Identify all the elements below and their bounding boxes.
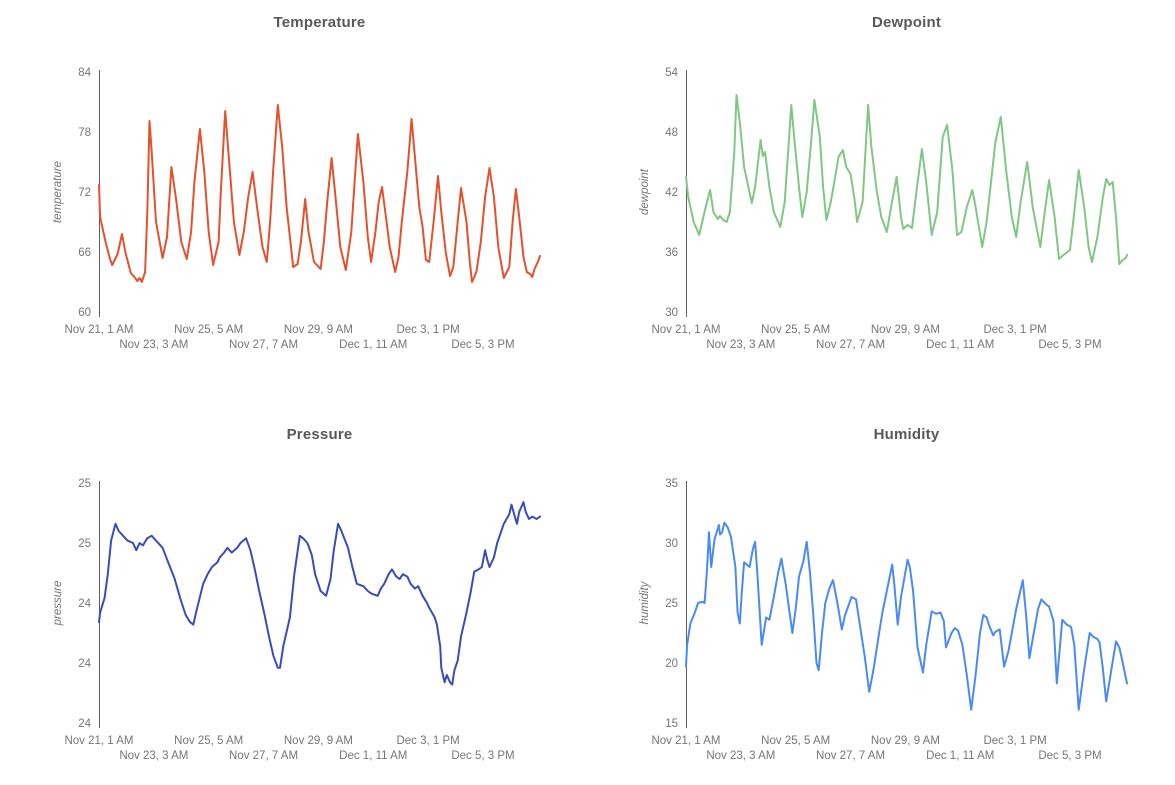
chart-humidity: Humidity 35 30 25 20 15 humidity Nov 21, 1 AM N… xyxy=(587,392,1174,784)
svg-text:84: 84 xyxy=(78,67,91,79)
chart-temperature: Temperature 84 78 72 66 60 temperature Nov 21,… xyxy=(0,0,587,392)
svg-text:Nov 23, 3 AM: Nov 23, 3 AM xyxy=(706,750,775,762)
svg-text:Nov 27, 7 AM: Nov 27, 7 AM xyxy=(816,339,885,351)
svg-text:Nov 21, 1 AM: Nov 21, 1 AM xyxy=(651,324,720,336)
svg-text:Nov 25, 5 AM: Nov 25, 5 AM xyxy=(174,735,243,747)
svg-text:25: 25 xyxy=(78,538,91,550)
svg-text:Dec 5, 3 PM: Dec 5, 3 PM xyxy=(451,750,514,762)
svg-text:Dec 1, 11 AM: Dec 1, 11 AM xyxy=(339,339,407,351)
svg-text:Nov 29, 9 AM: Nov 29, 9 AM xyxy=(284,324,353,336)
humidity-line-plot: 35 30 25 20 15 humidity Nov 21, 1 AM Nov 23, 3 … xyxy=(639,478,1128,762)
svg-text:dewpoint: dewpoint xyxy=(639,168,651,215)
svg-text:48: 48 xyxy=(665,127,678,139)
svg-text:Dec 5, 3 PM: Dec 5, 3 PM xyxy=(451,339,514,351)
svg-text:Dec 1, 11 AM: Dec 1, 11 AM xyxy=(339,750,407,762)
svg-text:24: 24 xyxy=(78,658,91,670)
svg-text:25: 25 xyxy=(78,478,91,490)
svg-text:15: 15 xyxy=(665,718,678,730)
svg-text:78: 78 xyxy=(78,127,91,139)
chart-title-humidity: Humidity xyxy=(873,426,940,443)
svg-text:Dec 5, 3 PM: Dec 5, 3 PM xyxy=(1038,750,1101,762)
svg-text:30: 30 xyxy=(665,538,678,550)
svg-text:Dec 3, 1 PM: Dec 3, 1 PM xyxy=(396,324,459,336)
svg-text:42: 42 xyxy=(665,187,678,199)
svg-text:Nov 29, 9 AM: Nov 29, 9 AM xyxy=(284,735,353,747)
svg-text:Nov 25, 5 AM: Nov 25, 5 AM xyxy=(174,324,243,336)
svg-text:humidity: humidity xyxy=(639,580,651,624)
svg-text:Dec 3, 1 PM: Dec 3, 1 PM xyxy=(983,735,1046,747)
svg-text:Nov 23, 3 AM: Nov 23, 3 AM xyxy=(119,750,188,762)
svg-text:72: 72 xyxy=(78,187,91,199)
pressure-line-plot: 25 25 24 24 24 pressure Nov 21, 1 AM Nov 23, 3 … xyxy=(52,478,541,762)
chart-pressure: Pressure 25 25 24 24 24 pressure Nov 21, 1 AM N… xyxy=(0,392,587,784)
svg-text:24: 24 xyxy=(78,718,91,730)
svg-text:Nov 21, 1 AM: Nov 21, 1 AM xyxy=(651,735,720,747)
svg-text:66: 66 xyxy=(78,247,91,259)
svg-text:Nov 27, 7 AM: Nov 27, 7 AM xyxy=(229,339,298,351)
svg-text:Dec 3, 1 PM: Dec 3, 1 PM xyxy=(396,735,459,747)
chart-title-temperature: Temperature xyxy=(273,14,366,31)
chart-dewpoint: Dewpoint 54 48 42 36 30 dewpoint Nov 21, 1 AM N… xyxy=(587,0,1174,392)
svg-text:Nov 21, 1 AM: Nov 21, 1 AM xyxy=(64,735,133,747)
svg-text:temperature: temperature xyxy=(52,161,64,223)
svg-text:60: 60 xyxy=(78,307,91,319)
svg-text:30: 30 xyxy=(665,307,678,319)
svg-text:Dec 3, 1 PM: Dec 3, 1 PM xyxy=(983,324,1046,336)
chart-title-pressure: Pressure xyxy=(286,426,353,443)
svg-text:Nov 27, 7 AM: Nov 27, 7 AM xyxy=(229,750,298,762)
svg-text:Dec 1, 11 AM: Dec 1, 11 AM xyxy=(926,339,994,351)
svg-text:Nov 21, 1 AM: Nov 21, 1 AM xyxy=(64,324,133,336)
svg-text:Nov 29, 9 AM: Nov 29, 9 AM xyxy=(871,324,940,336)
svg-text:Dec 1, 11 AM: Dec 1, 11 AM xyxy=(926,750,994,762)
svg-text:Dec 5, 3 PM: Dec 5, 3 PM xyxy=(1038,339,1101,351)
svg-text:24: 24 xyxy=(78,598,91,610)
svg-text:pressure: pressure xyxy=(52,581,64,627)
svg-text:Nov 23, 3 AM: Nov 23, 3 AM xyxy=(706,339,775,351)
svg-text:25: 25 xyxy=(665,598,678,610)
svg-text:Nov 29, 9 AM: Nov 29, 9 AM xyxy=(871,735,940,747)
dewpoint-line-plot: 54 48 42 36 30 dewpoint Nov 21, 1 AM Nov 23, 3 … xyxy=(639,67,1128,351)
temperature-line-plot: 84 78 72 66 60 temperature Nov 21, 1 AM Nov 23,… xyxy=(52,67,541,351)
svg-text:36: 36 xyxy=(665,247,678,259)
svg-text:Nov 23, 3 AM: Nov 23, 3 AM xyxy=(119,339,188,351)
svg-text:Nov 25, 5 AM: Nov 25, 5 AM xyxy=(761,735,830,747)
chart-title-dewpoint: Dewpoint xyxy=(871,14,942,31)
svg-text:35: 35 xyxy=(665,478,678,490)
svg-text:Nov 25, 5 AM: Nov 25, 5 AM xyxy=(761,324,830,336)
svg-text:20: 20 xyxy=(665,658,678,670)
svg-text:54: 54 xyxy=(665,67,678,79)
svg-text:Nov 27, 7 AM: Nov 27, 7 AM xyxy=(816,750,885,762)
